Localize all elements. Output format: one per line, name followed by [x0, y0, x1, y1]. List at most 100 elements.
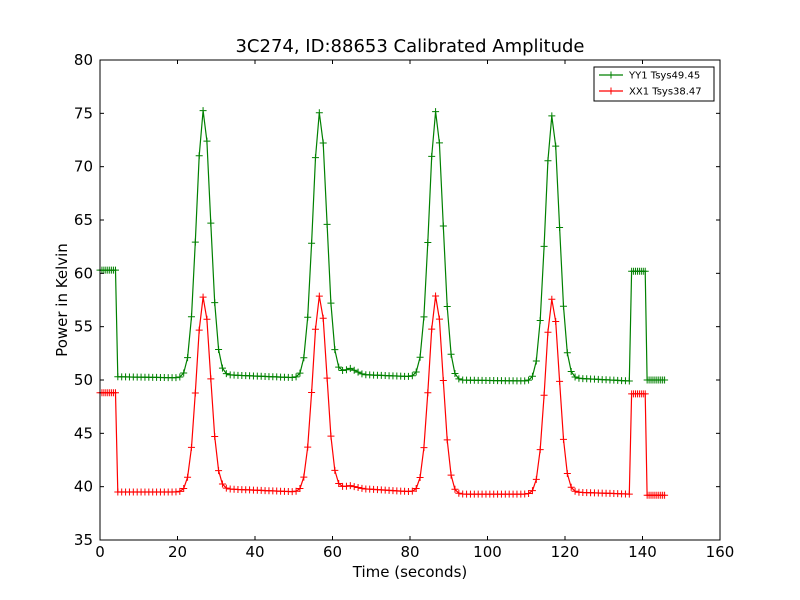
- y-tick-label: 50: [74, 371, 93, 389]
- data-point: [218, 480, 226, 488]
- data-point: [296, 484, 304, 492]
- data-point: [563, 349, 571, 357]
- data-point: [315, 292, 323, 300]
- data-point: [203, 315, 211, 323]
- data-point: [532, 475, 540, 483]
- data-point: [199, 107, 207, 115]
- data-point: [350, 483, 358, 491]
- data-point: [435, 139, 443, 147]
- data-point: [439, 376, 447, 384]
- x-tick-label: 20: [168, 543, 187, 561]
- data-point: [404, 372, 412, 380]
- data-point: [176, 487, 184, 495]
- data-point: [451, 369, 459, 377]
- data-point: [521, 490, 529, 498]
- data-point: [528, 487, 536, 495]
- series-yy1: [96, 107, 669, 385]
- series-xx1: [96, 292, 669, 499]
- data-point: [184, 354, 192, 362]
- data-point: [222, 370, 230, 378]
- data-point: [184, 473, 192, 481]
- x-tick-label: 120: [551, 543, 580, 561]
- data-point: [420, 444, 428, 452]
- plot-area: [96, 107, 669, 499]
- x-tick-label: 0: [95, 543, 105, 561]
- data-point: [218, 364, 226, 372]
- data-point: [187, 443, 195, 451]
- data-point: [112, 266, 119, 274]
- data-point: [335, 363, 343, 371]
- data-point: [641, 267, 649, 275]
- data-point: [304, 313, 312, 321]
- y-tick-label: 40: [74, 478, 93, 496]
- data-point: [319, 139, 327, 147]
- chart-title: 3C274, ID:88653 Calibrated Amplitude: [235, 36, 584, 57]
- data-point: [439, 222, 447, 230]
- data-point: [416, 473, 424, 481]
- data-point: [567, 483, 575, 491]
- data-point: [187, 313, 195, 321]
- data-point: [532, 357, 540, 365]
- data-point: [521, 377, 529, 385]
- y-axis-label: Power in Kelvin: [53, 243, 71, 357]
- data-point: [625, 377, 633, 385]
- data-point: [416, 353, 424, 361]
- axis-ticks: 0 20 40 60 80 100 120 140 160 35 40 45 50 55 60 65 70 75 8…: [74, 51, 734, 561]
- x-tick-label: 80: [400, 543, 419, 561]
- data-point: [311, 325, 319, 333]
- data-point: [195, 326, 203, 334]
- data-point: [432, 108, 440, 116]
- data-point: [544, 328, 552, 336]
- data-point: [563, 470, 571, 478]
- data-point: [358, 370, 366, 378]
- legend: YY1 Tsys49.45 XX1 Tsys38.47: [593, 66, 715, 102]
- data-point: [112, 389, 119, 397]
- x-tick-label: 40: [245, 543, 264, 561]
- data-point: [443, 436, 451, 444]
- data-point: [408, 487, 416, 495]
- data-point: [199, 293, 207, 301]
- data-point: [300, 473, 308, 481]
- data-point: [548, 295, 556, 303]
- data-point: [172, 488, 180, 496]
- data-point: [556, 224, 564, 232]
- legend-entries: YY1 Tsys49.45 XX1 Tsys38.47: [599, 71, 702, 98]
- data-point: [420, 313, 428, 321]
- x-axis-label: Time (seconds): [352, 563, 468, 581]
- data-point: [559, 435, 567, 443]
- series-line: [100, 295, 665, 496]
- data-point: [428, 325, 436, 333]
- data-point: [552, 318, 560, 326]
- legend-label: XX1 Tsys38.47: [629, 87, 702, 98]
- data-point: [451, 485, 459, 493]
- data-point: [354, 484, 362, 492]
- data-point: [567, 367, 575, 375]
- data-point: [447, 471, 455, 479]
- data-point: [180, 369, 188, 377]
- data-point: [424, 389, 432, 397]
- data-point: [346, 482, 354, 490]
- x-tick-label: 140: [628, 543, 657, 561]
- data-point: [432, 292, 440, 300]
- data-point: [556, 377, 564, 385]
- data-point: [207, 375, 215, 383]
- legend-label: YY1 Tsys49.45: [628, 71, 700, 82]
- data-point: [331, 346, 339, 354]
- data-point: [304, 443, 312, 451]
- data-point: [308, 388, 316, 396]
- data-point: [323, 220, 331, 228]
- y-tick-label: 65: [74, 211, 93, 229]
- data-point: [327, 299, 335, 307]
- data-point: [525, 376, 533, 384]
- data-point: [571, 487, 579, 495]
- data-point: [552, 142, 560, 150]
- data-point: [661, 376, 669, 384]
- data-point: [408, 372, 416, 380]
- data-point: [327, 432, 335, 440]
- data-point: [331, 466, 339, 474]
- data-point: [358, 484, 366, 492]
- y-tick-label: 80: [74, 51, 93, 69]
- data-point: [412, 368, 420, 376]
- data-point: [625, 490, 633, 498]
- y-tick-label: 55: [74, 318, 93, 336]
